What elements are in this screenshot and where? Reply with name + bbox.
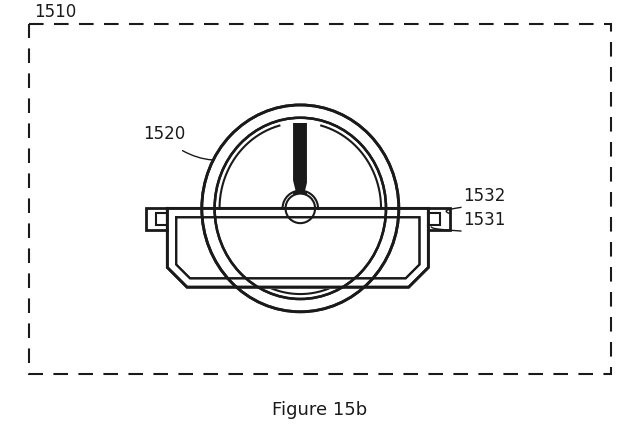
Text: 1531: 1531	[463, 211, 505, 229]
Text: Figure 15b: Figure 15b	[273, 401, 367, 419]
Bar	[29, 24, 611, 374]
Text: 1510: 1510	[35, 3, 77, 21]
Ellipse shape	[202, 105, 399, 312]
Polygon shape	[305, 126, 381, 230]
Text: 1532: 1532	[463, 187, 505, 205]
Text: 1520: 1520	[143, 125, 185, 143]
Polygon shape	[220, 126, 296, 230]
Polygon shape	[167, 208, 428, 287]
Ellipse shape	[285, 193, 315, 223]
Bar	[172, 210, 424, 289]
Polygon shape	[243, 221, 357, 294]
